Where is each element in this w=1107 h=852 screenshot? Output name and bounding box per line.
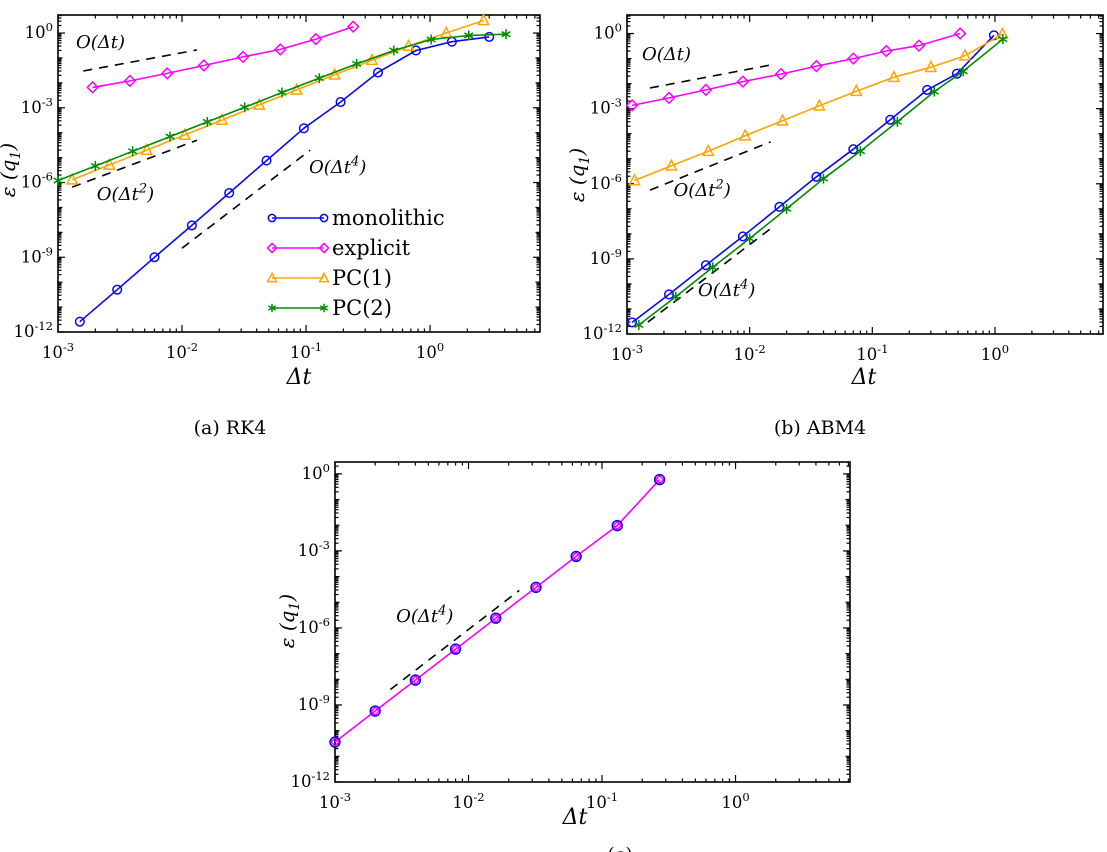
- svg-text:10-1: 10-1: [856, 342, 888, 364]
- x-axis-label: Δt: [851, 365, 877, 390]
- svg-text:10-2: 10-2: [166, 340, 198, 362]
- legend-label: monolithic: [332, 206, 445, 230]
- plot-frame: [334, 461, 851, 783]
- svg-text:O(Δt4): O(Δt4): [698, 277, 755, 301]
- caption-c: (c): [390, 844, 850, 852]
- legend-label: PC(2): [332, 296, 392, 320]
- svg-text:O(Δt4): O(Δt4): [396, 603, 453, 627]
- svg-text:10-1: 10-1: [586, 790, 618, 812]
- y-axis-label: ε (q1): [275, 594, 303, 648]
- svg-text:10-6: 10-6: [21, 170, 53, 192]
- svg-text:O(Δt4): O(Δt4): [309, 154, 366, 178]
- svg-text:100: 100: [416, 340, 444, 362]
- svg-text:10-12: 10-12: [582, 321, 622, 343]
- svg-text:100: 100: [594, 21, 622, 43]
- legend-label: explicit: [332, 236, 411, 260]
- svg-text:10-9: 10-9: [590, 246, 622, 268]
- svg-text:O(Δt): O(Δt): [642, 44, 691, 65]
- tick-labels: 10-3 10-2 10-1 100 100 10-3 10-6 10-9 10-12: [290, 461, 749, 812]
- svg-text:100: 100: [302, 461, 330, 483]
- svg-text:10-12: 10-12: [13, 319, 53, 341]
- caption-b: (b) ABM4: [773, 417, 867, 439]
- svg-text:10-1: 10-1: [290, 340, 322, 362]
- axis-ticks: [57, 15, 540, 333]
- svg-text:10-6: 10-6: [298, 615, 330, 637]
- svg-text:O(Δt): O(Δt): [76, 32, 125, 53]
- svg-text:10-3: 10-3: [590, 96, 622, 118]
- series-pc-2-: [53, 29, 511, 186]
- svg-text:10-2: 10-2: [734, 342, 766, 364]
- legend-label: PC(1): [332, 266, 392, 290]
- chart-b-abm4: 10-3 10-2 10-1 100 100 10-3 10-6 10-9 10-12 Δt ε (…: [565, 14, 1104, 390]
- legend: monolithic explicit PC(1) PC(2): [266, 206, 445, 320]
- order-annotations: O(Δt) O(Δt2) O(Δt4): [642, 44, 774, 323]
- series-monolithic: [74, 31, 495, 327]
- series-monolithic-markers: [329, 473, 666, 748]
- series-monolithic: [627, 30, 999, 328]
- x-axis-label: Δt: [286, 365, 312, 390]
- svg-text:10-3: 10-3: [42, 340, 74, 362]
- svg-text:10-3: 10-3: [319, 790, 351, 812]
- series-explicit: [625, 27, 967, 112]
- caption-a: (a) RK4: [193, 417, 267, 439]
- x-axis-label: Δt: [562, 805, 588, 830]
- order-line: [649, 141, 771, 191]
- svg-text:10-6: 10-6: [590, 171, 622, 193]
- svg-text:100: 100: [721, 790, 749, 812]
- svg-text:100: 100: [981, 342, 1009, 364]
- series-explicit-line: [329, 474, 665, 748]
- order-line: [389, 589, 520, 691]
- plot-frame: [57, 14, 541, 333]
- order-line: [181, 149, 311, 249]
- series-pc-2-: [634, 34, 1008, 330]
- svg-text:10-12: 10-12: [290, 769, 330, 791]
- svg-text:10-9: 10-9: [21, 244, 53, 266]
- svg-text:O(Δt2): O(Δt2): [673, 178, 730, 202]
- svg-text:O(Δt2): O(Δt2): [97, 181, 154, 205]
- chart-c-bottom: 10-3 10-2 10-1 100 100 10-3 10-6 10-9 10-12 Δt ε (…: [275, 461, 851, 830]
- series-explicit: [86, 20, 360, 94]
- svg-text:10-2: 10-2: [452, 790, 484, 812]
- svg-text:10-9: 10-9: [298, 692, 330, 714]
- svg-text:100: 100: [25, 20, 53, 42]
- svg-text:10-3: 10-3: [611, 342, 643, 364]
- svg-text:10-3: 10-3: [21, 95, 53, 117]
- plot-frame: [626, 14, 1104, 335]
- svg-text:10-3: 10-3: [298, 538, 330, 560]
- order-line: [647, 226, 774, 323]
- order-line: [83, 49, 198, 72]
- series-pc-1-: [65, 13, 490, 185]
- order-annotations: O(Δt4): [389, 589, 520, 691]
- order-line: [649, 64, 771, 89]
- y-axis-label: ε (q1): [565, 148, 593, 202]
- order-annotations: O(Δt) O(Δt2) O(Δt4): [71, 32, 366, 249]
- order-line: [71, 139, 198, 188]
